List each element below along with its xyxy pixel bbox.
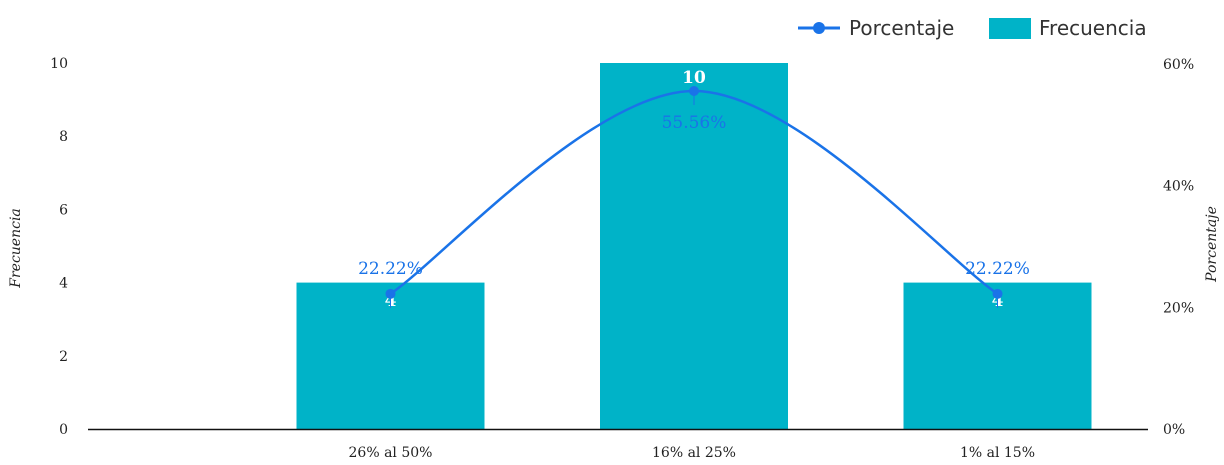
y-tick-label: 4	[59, 276, 68, 292]
y2-axis-title: Porcentaje	[1204, 206, 1220, 283]
x-tick-label: 1% al 15%	[960, 445, 1035, 460]
line-value-label: 22.22%	[965, 259, 1030, 279]
line-point	[385, 288, 396, 299]
legend-porcentaje-label: Porcentaje	[849, 16, 954, 40]
y-tick-label: 2	[59, 349, 68, 365]
legend-frecuencia-swatch	[989, 18, 1031, 39]
y2-tick-label: 0%	[1163, 422, 1185, 438]
x-tick-label: 16% al 25%	[652, 445, 736, 460]
y2-tick-label: 60%	[1163, 57, 1194, 73]
line-point	[689, 86, 699, 97]
y2-tick-label: 20%	[1163, 300, 1194, 316]
legend-frecuencia-label: Frecuencia	[1039, 16, 1147, 40]
y-tick-label: 6	[59, 202, 68, 218]
y-tick-label: 0	[59, 422, 68, 438]
bar-value-label: 10	[682, 68, 706, 88]
y-axis-title: Frecuencia	[8, 208, 24, 289]
y-tick-label: 8	[59, 129, 68, 145]
line-point	[992, 288, 1003, 299]
x-tick-label: 26% al 50%	[349, 445, 433, 460]
line-value-label: 55.56%	[662, 113, 727, 133]
y-tick-label: 10	[50, 56, 68, 72]
line-value-label: 22.22%	[358, 259, 423, 279]
y2-tick-label: 40%	[1163, 179, 1194, 195]
bar-2	[600, 63, 788, 429]
legend-porcentaje-marker	[813, 22, 825, 34]
